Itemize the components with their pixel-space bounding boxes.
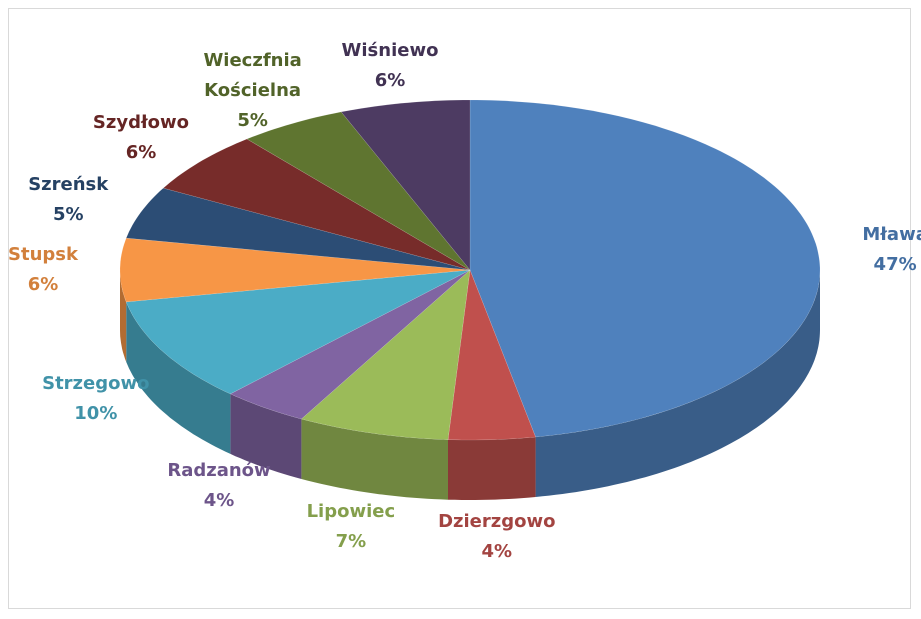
- percent-label: 5%: [237, 110, 268, 132]
- percent-label: 7%: [335, 530, 367, 552]
- slice: [246, 111, 471, 271]
- slice: [125, 269, 471, 395]
- data-label: Szreńsk 5%: [3, 170, 133, 230]
- slice: [469, 99, 821, 438]
- slice: [229, 269, 471, 420]
- data-label: Szydłowo 6%: [76, 108, 206, 168]
- percent-label: 5%: [52, 203, 84, 225]
- slice-side: [448, 437, 536, 500]
- data-label: Lipowiec 7%: [286, 497, 416, 557]
- data-label: Mława 47%: [830, 220, 921, 280]
- slice-side: [230, 393, 302, 479]
- category-name: Wieczfnia Kościelna: [203, 50, 302, 102]
- percent-label: 6%: [125, 141, 157, 163]
- category-name: Strzegowo: [42, 372, 150, 394]
- category-name: Radzanów: [167, 460, 271, 482]
- data-label: Wiśniewo 6%: [325, 36, 455, 96]
- category-name: Stupsk: [8, 244, 78, 265]
- category-name: Szreńsk: [28, 173, 109, 195]
- slice: [340, 99, 471, 271]
- data-label: Dzierzgowo 4%: [432, 507, 562, 567]
- percent-label: 4%: [203, 490, 235, 512]
- slice-side: [301, 419, 448, 500]
- slice-side: [120, 270, 127, 362]
- category-name: Mława: [862, 224, 921, 246]
- percent-label: 6%: [374, 70, 406, 92]
- slice: [447, 269, 536, 441]
- slice-side: [535, 270, 820, 497]
- category-name: Szydłowo: [92, 111, 190, 133]
- data-label: Wieczfnia Kościelna 5%: [188, 46, 318, 136]
- data-label: Radzanów 4%: [154, 456, 284, 516]
- percent-label: 6%: [27, 274, 59, 295]
- data-label: Strzegowo 10%: [31, 369, 161, 429]
- chart-frame: [8, 8, 911, 609]
- slice: [119, 237, 471, 303]
- slice: [300, 269, 471, 440]
- percent-label: 10%: [74, 402, 118, 424]
- category-name: Lipowiec: [306, 500, 396, 522]
- slice: [162, 138, 471, 271]
- slice-side: [126, 301, 231, 454]
- category-name: Dzierzgowo: [438, 510, 556, 532]
- data-label: Stupsk 6%: [0, 240, 108, 300]
- category-name: Wiśniewo: [341, 40, 439, 62]
- slice: [125, 187, 471, 271]
- percent-label: 47%: [873, 254, 917, 276]
- percent-label: 4%: [481, 540, 513, 562]
